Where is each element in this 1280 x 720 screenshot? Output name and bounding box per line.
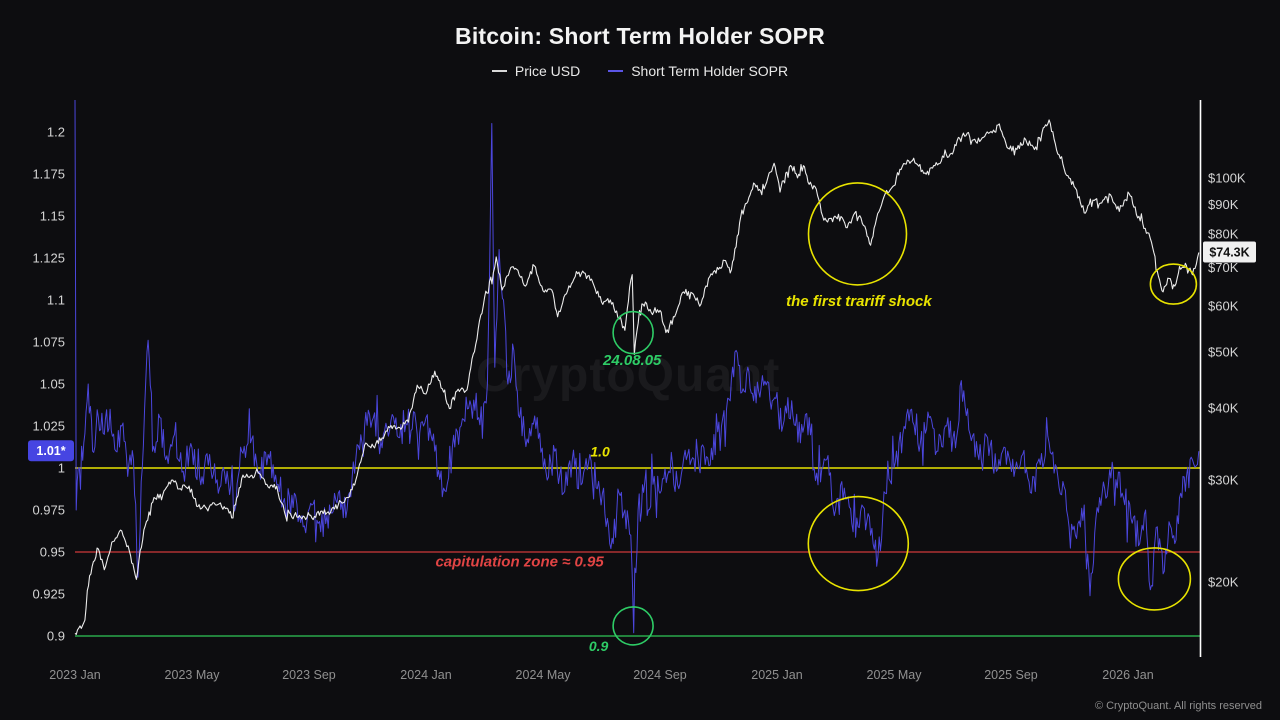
price-axis-tick-label: $90K — [1208, 197, 1239, 212]
sopr-axis-tick-label: 1 — [58, 461, 65, 476]
legend-label-price-usd: Price USD — [514, 63, 581, 79]
date-axis-tick-label: 2024 May — [516, 668, 572, 682]
date-axis-tick-label: 2026 Jan — [1102, 668, 1153, 682]
sopr-axis-tick-label: 1.15 — [40, 208, 65, 223]
price-axis-tick-label: $40K — [1208, 400, 1239, 415]
price-axis-tick-label: $30K — [1208, 473, 1239, 488]
sopr-line-swatch-icon — [608, 70, 624, 72]
sopr-series-line — [74, 99, 1200, 634]
date-axis-tick-label: 2025 Jan — [751, 668, 802, 682]
date-axis-tick-label: 2023 Sep — [282, 668, 336, 682]
price-line-swatch-icon — [491, 70, 507, 72]
annotation-circle-4 — [807, 495, 910, 592]
annotation-text-3: 1.0 — [590, 444, 610, 460]
sopr-axis-tick-label: 1.025 — [32, 419, 65, 434]
date-axis-tick-label: 2023 May — [165, 668, 221, 682]
cryptoquant-watermark: CryptoQuant — [476, 348, 780, 403]
sopr-axis-tick-label: 1.175 — [32, 166, 65, 181]
annotation-text-4: capitulation zone ≈ 0.95 — [435, 553, 604, 570]
sopr-axis-tick-label: 1.05 — [40, 377, 65, 392]
annotation-circle-5 — [1149, 263, 1198, 305]
sopr-axis-tick-label: 1.075 — [32, 335, 65, 350]
annotation-circle-6 — [1117, 547, 1192, 611]
annotation-text-1: 24.08.05 — [602, 352, 662, 369]
sopr-axis-tick-label: 0.9 — [47, 629, 65, 644]
annotation-circle-1 — [612, 310, 654, 355]
sopr-axis-tick-label: 1.2 — [47, 124, 65, 139]
legend-item-price-usd[interactable]: Price USD — [491, 63, 581, 79]
price-axis-tick-label: $20K — [1208, 574, 1239, 589]
date-axis-tick-label: 2024 Jan — [400, 668, 451, 682]
date-axis-tick-label: 2025 Sep — [984, 668, 1038, 682]
date-axis-tick-label: 2024 Sep — [633, 668, 687, 682]
price-axis-tick-label: $70K — [1208, 260, 1239, 275]
legend-item-sth-sopr[interactable]: Short Term Holder SOPR — [608, 63, 788, 79]
chart-legend: Price USD Short Term Holder SOPR — [0, 63, 1280, 79]
plot-area[interactable] — [75, 100, 1200, 655]
sopr-current-value-badge: 1.01* — [28, 440, 74, 462]
annotation-circle-2 — [612, 606, 654, 646]
sopr-axis-tick-label: 1.1 — [47, 293, 65, 308]
date-axis-tick-label: 2023 Jan — [49, 668, 100, 682]
price-axis-tick-label: $100K — [1208, 170, 1246, 185]
sopr-axis-tick-label: 1.125 — [32, 250, 65, 265]
legend-label-sth-sopr: Short Term Holder SOPR — [631, 63, 789, 79]
chart-title: Bitcoin: Short Term Holder SOPR — [455, 23, 825, 49]
sopr-axis-tick-label: 0.95 — [40, 545, 65, 560]
svg-text:$74.3K: $74.3K — [1209, 246, 1249, 260]
date-axis-tick-label: 2025 May — [867, 668, 923, 682]
price-axis-tick-label: $50K — [1208, 344, 1239, 359]
price-current-value-badge: $74.3K — [1203, 241, 1256, 263]
annotation-text-5: 0.9 — [589, 638, 609, 654]
price-series-line — [74, 119, 1200, 635]
price-axis-tick-label: $60K — [1208, 299, 1239, 314]
price-axis-tick-label: $80K — [1208, 226, 1239, 241]
sopr-axis-tick-label: 0.925 — [32, 587, 65, 602]
annotation-text-2: the first trariff shock — [786, 293, 932, 310]
annotation-circle-3 — [807, 182, 908, 286]
sopr-axis-tick-label: 0.975 — [32, 503, 65, 518]
copyright-text: © CryptoQuant. All rights reserved — [1094, 700, 1262, 712]
svg-text:1.01*: 1.01* — [36, 444, 65, 458]
